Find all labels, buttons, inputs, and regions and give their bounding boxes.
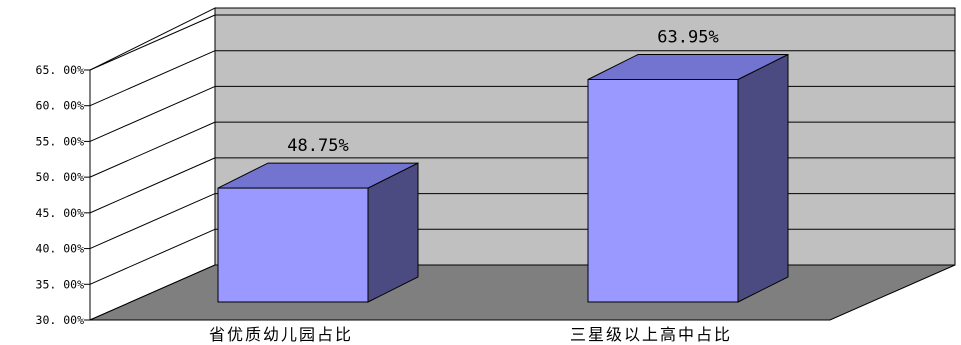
y-tick-label: 35. 00%: [36, 277, 85, 291]
bar-side-face: [737, 53, 789, 303]
gridline-side: [89, 14, 216, 71]
category-label: 省优质幼儿园占比: [209, 325, 353, 344]
y-axis-ticks: 30. 00% 35. 00% 40. 00% 45. 00% 50. 00% 55. 0…: [36, 63, 91, 327]
y-tick-label: 45. 00%: [36, 206, 85, 220]
gridline-side: [89, 228, 216, 285]
bar-front-face: [217, 187, 369, 303]
data-labels: 48.75% 63.95%: [287, 28, 718, 157]
data-label: 63.95%: [657, 28, 718, 48]
bar-2: [587, 53, 789, 303]
y-tick-label: 55. 00%: [36, 134, 85, 148]
category-label: 三星级以上高中占比: [570, 325, 732, 344]
data-label: 48.75%: [287, 136, 348, 156]
y-tick-label: 40. 00%: [36, 242, 85, 256]
gridline-side: [89, 121, 216, 178]
y-tick-label: 30. 00%: [36, 313, 85, 327]
bar-front-face: [587, 79, 739, 303]
gridline-side: [89, 50, 216, 107]
bar-1: [217, 162, 419, 303]
bars: [217, 53, 789, 303]
gridline-side: [89, 193, 216, 250]
y-tick-label: 60. 00%: [36, 99, 85, 113]
gridline-side: [89, 157, 216, 214]
y-tick-label: 65. 00%: [36, 63, 85, 77]
category-labels: 省优质幼儿园占比 三星级以上高中占比: [209, 325, 732, 344]
y-tick-label: 50. 00%: [36, 170, 85, 184]
gridline-side: [89, 85, 216, 142]
